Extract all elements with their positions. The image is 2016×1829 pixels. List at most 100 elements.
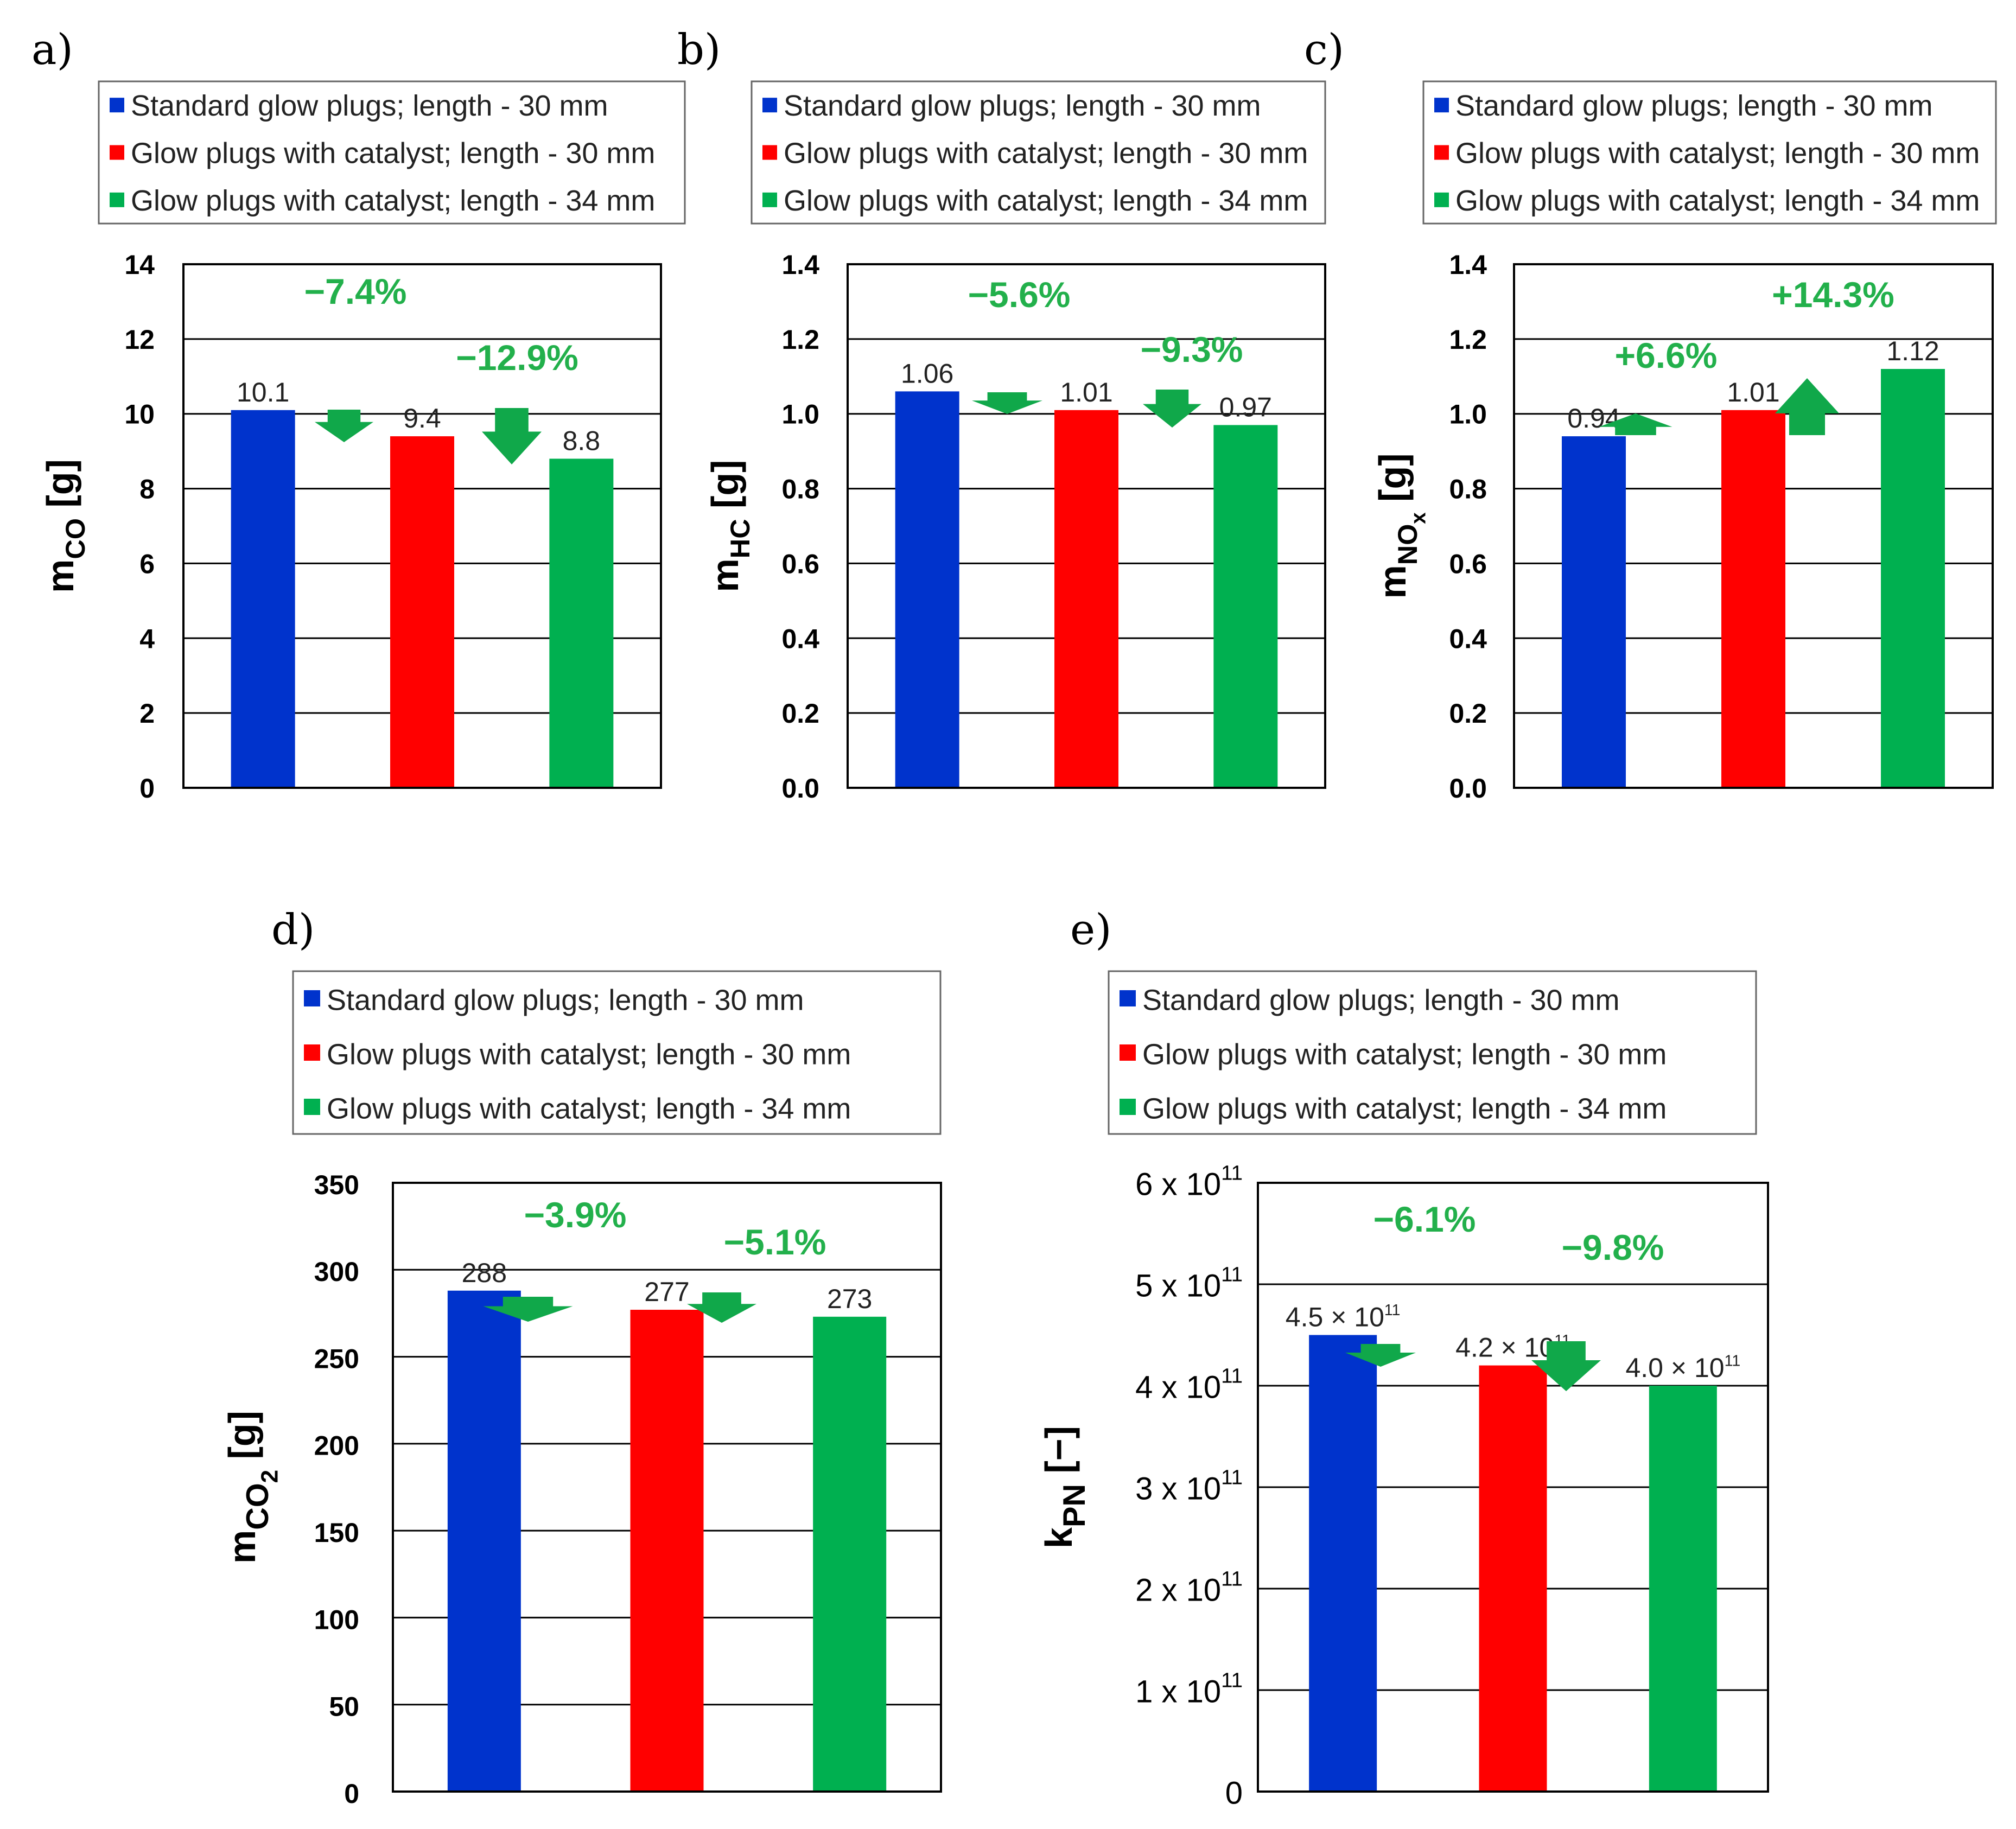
y-axis-label: mCO2 [g] [221, 1411, 283, 1564]
legend-swatch [1120, 1044, 1136, 1061]
panel-letter: b) [677, 26, 721, 74]
bar [1881, 369, 1945, 788]
legend-box [98, 80, 686, 225]
legend-swatch [304, 1099, 320, 1115]
bar [231, 410, 295, 788]
change-label: −5.6% [968, 275, 1071, 315]
legend-box [1422, 80, 1997, 225]
bar [390, 436, 454, 788]
bar [549, 458, 614, 788]
data-label: 1.01 [1727, 377, 1779, 407]
y-tick-label-base: 3 x 10 [1135, 1471, 1221, 1506]
data-label-base: 4.2 × 10 [1455, 1333, 1554, 1363]
y-tick-label: 0.6 [781, 549, 819, 579]
legend-entry: Glow plugs with catalyst; length - 34 mm [131, 184, 655, 217]
change-label: −5.1% [724, 1222, 826, 1262]
y-axis-subscript: HC [724, 519, 755, 558]
y-tick-label-base: 4 x 10 [1135, 1369, 1221, 1405]
legend-swatch [762, 98, 777, 113]
legend-entry: Standard glow plugs; length - 30 mm [131, 90, 608, 122]
y-tick-label: 2 x 1011 [1135, 1567, 1243, 1608]
legend-swatch [762, 192, 777, 207]
legend: Standard glow plugs; length - 30 mm Glow … [292, 970, 942, 1135]
legend-swatch [1434, 98, 1449, 113]
legend-entry: Glow plugs with catalyst; length - 34 mm [1142, 1093, 1667, 1125]
y-tick-label: 4 x 1011 [1135, 1364, 1243, 1405]
legend-swatch [110, 145, 124, 160]
y-tick-label: 1.4 [781, 250, 819, 280]
legend-entry: Standard glow plugs; length - 30 mm [327, 984, 804, 1017]
change-arrow-down-icon [482, 408, 542, 464]
y-axis-subscript: CO [60, 518, 91, 559]
legend-entry: Glow plugs with catalyst; length - 30 mm [1142, 1038, 1667, 1071]
legend-box [751, 80, 1326, 225]
legend-swatch [304, 990, 320, 1006]
plot-frame [1513, 263, 1994, 789]
y-tick-label: 0.4 [1449, 623, 1487, 654]
data-label: 273 [827, 1284, 872, 1314]
change-arrow-down-icon [972, 392, 1042, 414]
y-tick-label: 14 [124, 250, 155, 280]
data-label: 1.12 [1886, 336, 1939, 366]
legend-box [292, 970, 942, 1135]
y-axis-subscript: PN [1057, 1484, 1092, 1527]
y-tick-label-base: 2 x 10 [1135, 1572, 1221, 1608]
y-tick-label: 10 [124, 399, 155, 430]
bar [895, 391, 959, 788]
data-label: 1.01 [1060, 377, 1112, 407]
y-tick-label: 0.8 [1449, 474, 1487, 505]
y-tick-label: 0.4 [781, 623, 819, 654]
y-tick-label: 350 [314, 1170, 359, 1200]
chart-panel-d: d) Standard glow plugs; length - 30 mm Glo… [221, 906, 942, 1809]
change-arrow-up-icon [1775, 378, 1839, 435]
legend: Standard glow plugs; length - 30 mm Glow … [751, 80, 1326, 225]
change-label: −7.4% [304, 271, 407, 311]
y-axis-unit: [g] [1371, 453, 1414, 512]
bar [1479, 1365, 1547, 1792]
chart-panel-c: c) Standard glow plugs; length - 30 mm Glo… [1304, 26, 1997, 804]
data-label-exponent: 11 [1725, 1352, 1741, 1369]
chart-panel-e: e) Standard glow plugs; length - 30 mm Glo… [1038, 906, 1769, 1811]
y-tick-label: 0.8 [781, 474, 819, 505]
y-tick-label: 50 [329, 1692, 359, 1722]
bar [1649, 1386, 1717, 1792]
y-tick-label: 250 [314, 1343, 359, 1374]
y-tick-label: 0 [139, 773, 155, 804]
y-tick-label: 1.4 [1449, 250, 1487, 280]
data-label: 1.06 [901, 358, 953, 388]
change-label: −9.3% [1141, 329, 1243, 369]
data-label: 10.1 [237, 377, 289, 407]
y-tick-label: 8 [139, 474, 155, 505]
legend: Standard glow plugs; length - 30 mm Glow … [1108, 970, 1757, 1135]
y-tick-label-exponent: 11 [1221, 1668, 1243, 1692]
legend-entry: Glow plugs with catalyst; length - 34 mm [327, 1093, 851, 1125]
change-arrow-up-icon [1599, 413, 1672, 435]
change-label: −3.9% [524, 1195, 627, 1235]
y-axis-unit: [−] [1038, 1426, 1080, 1484]
panel-letter: e) [1070, 906, 1112, 954]
legend-swatch [762, 145, 777, 160]
change-label: −6.1% [1373, 1199, 1476, 1239]
change-arrow-down-icon [483, 1297, 573, 1322]
panel-letter: c) [1304, 26, 1344, 74]
legend-entry: Standard glow plugs; length - 30 mm [1455, 90, 1932, 122]
legend-entry: Glow plugs with catalyst; length - 30 mm [1455, 137, 1980, 169]
y-axis-label: mNOx [g] [1371, 453, 1430, 598]
y-tick-label: 0.6 [1449, 549, 1487, 579]
y-tick-label: 1.2 [781, 324, 819, 355]
y-tick-label: 100 [314, 1604, 359, 1635]
y-tick-label-exponent: 11 [1221, 1161, 1243, 1184]
legend-entry: Glow plugs with catalyst; length - 34 mm [1455, 184, 1980, 217]
y-axis-unit: [g] [704, 460, 746, 519]
legend-entry: Glow plugs with catalyst; length - 34 mm [784, 184, 1308, 217]
data-label: 4.0 × 1011 [1625, 1352, 1740, 1383]
legend: Standard glow plugs; length - 30 mm Glow … [1422, 80, 1997, 225]
change-arrow-down-icon [1531, 1341, 1601, 1391]
bar [813, 1316, 887, 1792]
change-label: +6.6% [1615, 335, 1718, 375]
panel-letter: a) [31, 26, 73, 74]
legend-entry: Standard glow plugs; length - 30 mm [1142, 984, 1619, 1017]
change-arrow-down-icon [1143, 390, 1201, 428]
y-tick-label-exponent: 11 [1221, 1465, 1243, 1489]
legend-swatch [1434, 192, 1449, 207]
